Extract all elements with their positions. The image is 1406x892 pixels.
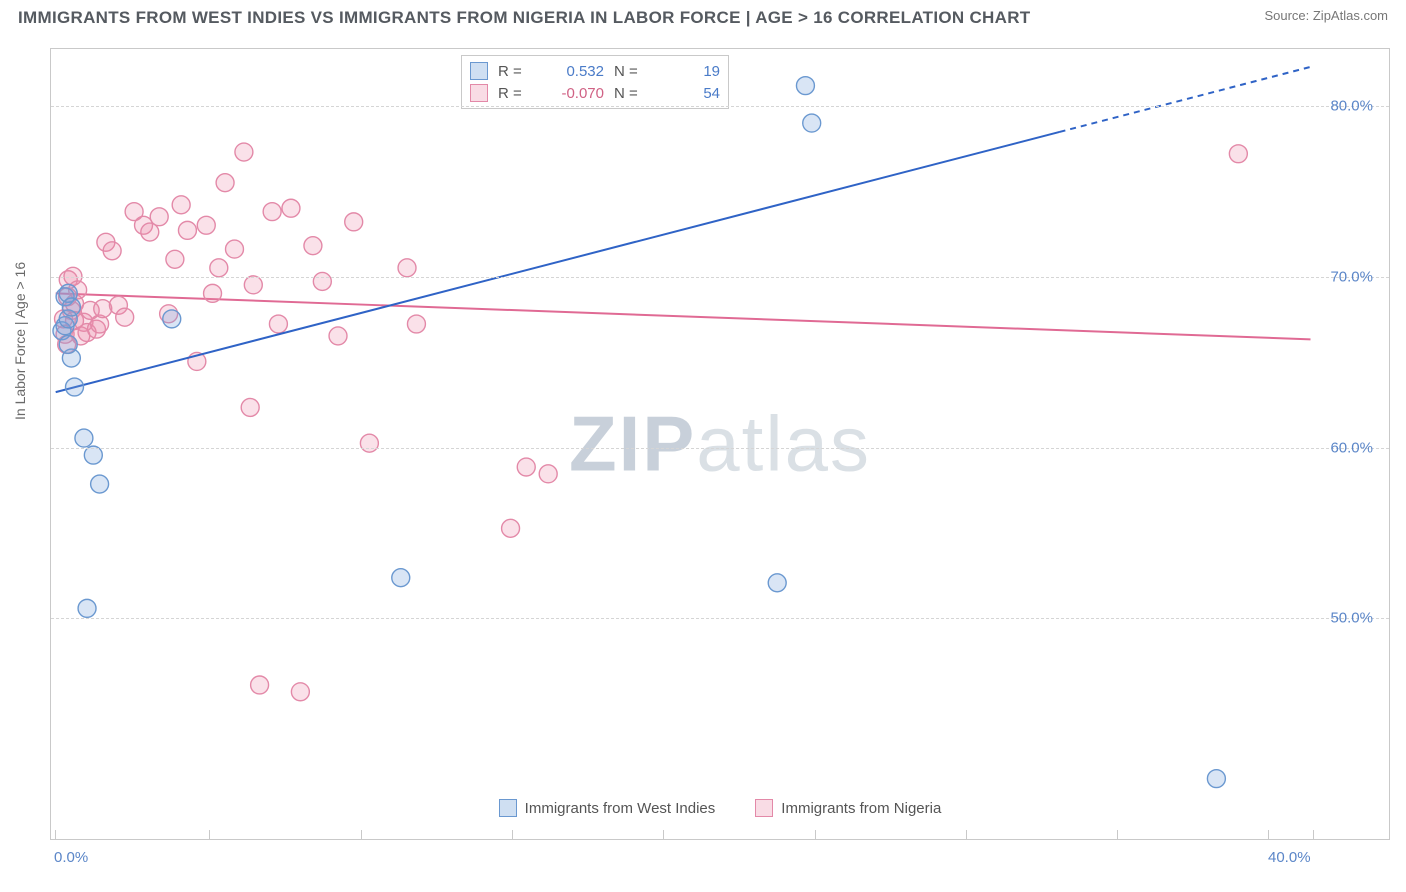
correlation-legend: R = 0.532 N = 19 R = -0.070 N = 54 [461,55,729,109]
chart-area: ZIPatlas R = 0.532 N = 19 R = -0.070 N =… [50,48,1390,840]
r-label: R = [498,85,530,102]
source-label: Source: ZipAtlas.com [1264,8,1388,23]
legend-label: Immigrants from West Indies [525,800,716,817]
y-tick-label: 60.0% [1330,439,1373,456]
legend-row-nigeria: R = -0.070 N = 54 [470,82,720,104]
chart-title: IMMIGRANTS FROM WEST INDIES VS IMMIGRANT… [18,8,1030,28]
r-label: R = [498,63,530,80]
swatch-pink-icon [470,84,488,102]
x-tick [815,830,816,840]
y-tick-label: 70.0% [1330,268,1373,285]
n-label: N = [614,85,646,102]
y-tick-label: 80.0% [1330,98,1373,115]
x-tick [512,830,513,840]
x-tick [1117,830,1118,840]
legend-label: Immigrants from Nigeria [781,800,941,817]
legend-row-west-indies: R = 0.532 N = 19 [470,60,720,82]
swatch-blue-icon [470,62,488,80]
r-value-nigeria: -0.070 [540,85,604,102]
y-tick-label: 50.0% [1330,610,1373,627]
chart-svg [51,49,1389,839]
n-value-nigeria: 54 [656,85,720,102]
x-tick [1313,830,1314,840]
legend-item-nigeria: Immigrants from Nigeria [755,799,941,817]
swatch-pink-icon [755,799,773,817]
series-legend: Immigrants from West Indies Immigrants f… [51,799,1389,817]
x-tick [55,830,56,840]
gridline [51,106,1389,107]
swatch-blue-icon [499,799,517,817]
x-tick [663,830,664,840]
r-value-west-indies: 0.532 [540,63,604,80]
x-tick-label: 0.0% [54,849,88,866]
x-tick-label: 40.0% [1268,849,1311,866]
y-axis-label: In Labor Force | Age > 16 [12,262,28,420]
legend-item-west-indies: Immigrants from West Indies [499,799,716,817]
x-tick [361,830,362,840]
gridline [51,448,1389,449]
n-label: N = [614,63,646,80]
gridline [51,618,1389,619]
x-tick [209,830,210,840]
gridline [51,277,1389,278]
x-tick [1268,830,1269,840]
x-tick [966,830,967,840]
n-value-west-indies: 19 [656,63,720,80]
